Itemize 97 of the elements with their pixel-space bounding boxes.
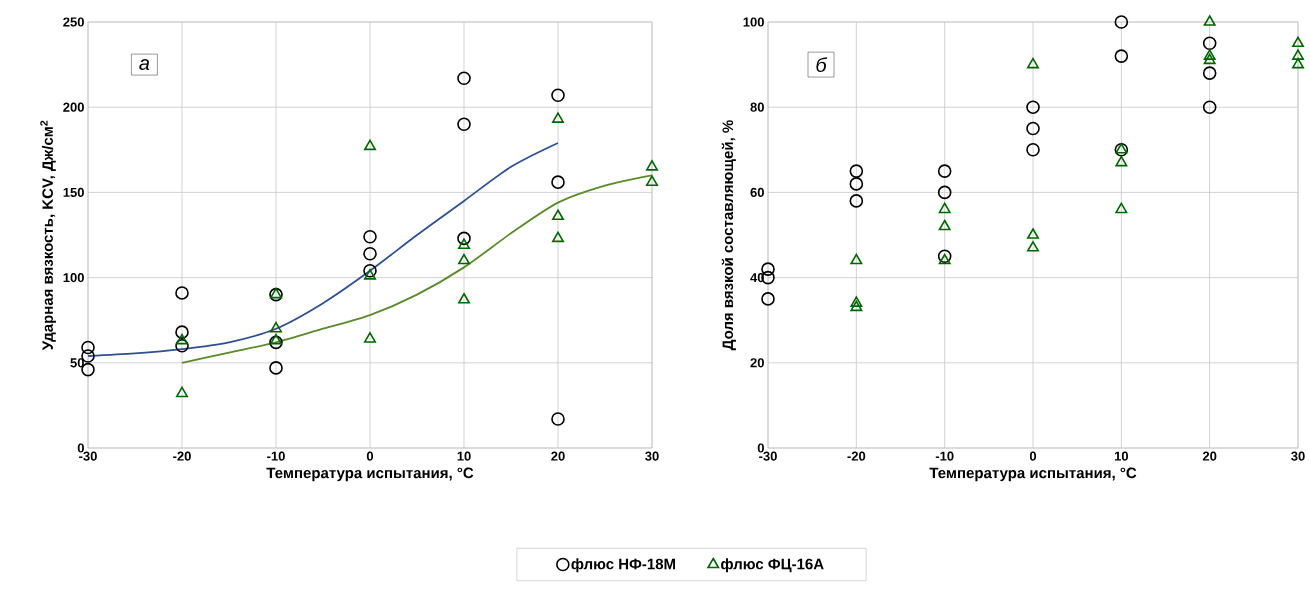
x-tick-label: -20 xyxy=(847,451,866,461)
point xyxy=(1026,100,1040,114)
point xyxy=(1292,49,1305,60)
annotation: а xyxy=(139,59,150,71)
y-tick-label: 250 xyxy=(63,17,84,27)
point xyxy=(1292,57,1305,69)
point xyxy=(1203,15,1216,26)
point xyxy=(850,300,863,312)
point xyxy=(1027,57,1040,69)
point xyxy=(1203,49,1216,60)
point xyxy=(1114,15,1129,29)
point xyxy=(1292,36,1305,48)
x-tick-label: 20 xyxy=(1202,451,1217,461)
x-tick-label: 0 xyxy=(1029,451,1037,461)
point xyxy=(457,71,471,86)
point xyxy=(270,333,282,345)
point xyxy=(1027,228,1040,239)
line-series xyxy=(181,174,652,364)
point xyxy=(175,286,189,300)
point xyxy=(458,292,470,304)
point xyxy=(458,253,470,265)
x-tick-label: 10 xyxy=(1114,451,1129,461)
point xyxy=(849,177,864,191)
point xyxy=(551,412,565,426)
point xyxy=(849,194,864,208)
point xyxy=(938,219,951,231)
y-axis-title: Доля вязкой составляющей, % xyxy=(721,120,736,351)
x-axis-title: Температура испытания, °C xyxy=(929,467,1137,482)
x-tick-label: 0 xyxy=(366,451,374,461)
point xyxy=(938,202,951,214)
point xyxy=(81,340,95,355)
point xyxy=(269,361,283,375)
point xyxy=(175,325,189,339)
point xyxy=(363,229,377,244)
point xyxy=(364,332,376,343)
point xyxy=(552,231,564,243)
point xyxy=(937,249,952,264)
point xyxy=(938,253,951,265)
point xyxy=(458,238,470,250)
x-tick-label: -20 xyxy=(173,451,191,461)
y-tick-label: 100 xyxy=(63,272,84,283)
point xyxy=(1202,100,1217,114)
annotation: б xyxy=(816,57,828,73)
point xyxy=(761,292,775,306)
point xyxy=(457,231,471,246)
point xyxy=(1115,202,1128,214)
y-tick-label: 0 xyxy=(77,443,84,453)
legend-label: флюс НФ-18М xyxy=(571,558,676,573)
point xyxy=(364,139,376,151)
x-tick-label: 20 xyxy=(551,451,565,461)
point xyxy=(1115,155,1128,167)
point xyxy=(849,164,864,178)
x-tick-label: 10 xyxy=(457,451,471,461)
point xyxy=(1027,240,1040,252)
point xyxy=(850,296,863,307)
point xyxy=(1202,66,1217,80)
point xyxy=(551,175,565,189)
y-tick-label: 20 xyxy=(750,358,764,368)
point xyxy=(1202,36,1217,51)
x-tick-label: -30 xyxy=(759,451,777,461)
y-tick-label: 150 xyxy=(63,187,84,197)
point xyxy=(1114,49,1129,63)
y-tick-label: 80 xyxy=(750,102,764,112)
y-tick-label: 60 xyxy=(750,187,764,197)
point xyxy=(457,117,471,132)
point xyxy=(364,269,376,280)
x-tick-label: 30 xyxy=(1291,451,1305,461)
point xyxy=(552,209,564,221)
point xyxy=(1026,121,1040,136)
point xyxy=(1203,53,1216,65)
x-tick-label: 30 xyxy=(645,451,659,461)
point xyxy=(850,253,863,265)
line-series xyxy=(88,142,559,357)
point xyxy=(363,263,377,278)
x-axis-title: Температура испытания, °C xyxy=(266,467,474,482)
x-tick-label: -10 xyxy=(267,451,285,461)
point xyxy=(269,335,283,350)
point xyxy=(646,160,658,171)
legend-label: флюс ФЦ-16А xyxy=(721,558,824,573)
point xyxy=(176,333,188,345)
y-axis-title: Ударная вязкость, KCV, Дж/см$^{2}$ xyxy=(40,120,56,351)
point xyxy=(937,164,952,178)
x-tick-label: -10 xyxy=(935,451,954,461)
y-tick-label: 50 xyxy=(70,358,84,368)
y-tick-label: 100 xyxy=(743,17,764,27)
point xyxy=(551,88,565,103)
point xyxy=(175,338,189,353)
point xyxy=(176,386,188,398)
point xyxy=(937,185,952,200)
y-tick-label: 0 xyxy=(757,443,764,453)
point xyxy=(552,112,564,123)
point xyxy=(646,175,658,186)
point xyxy=(1026,143,1040,157)
point xyxy=(270,321,282,333)
point xyxy=(363,246,377,261)
y-tick-label: 200 xyxy=(63,102,84,112)
x-tick-label: -30 xyxy=(79,451,97,461)
